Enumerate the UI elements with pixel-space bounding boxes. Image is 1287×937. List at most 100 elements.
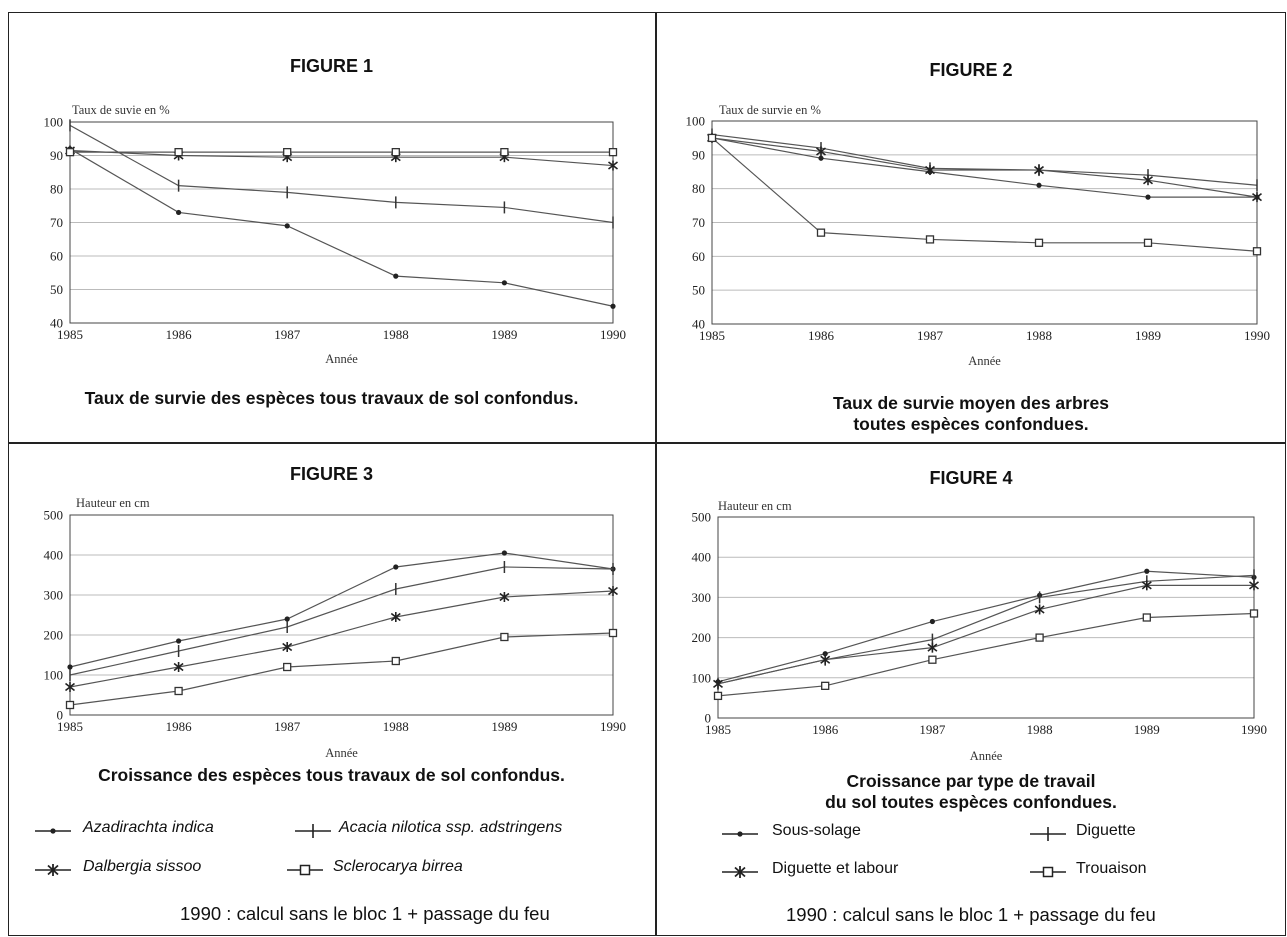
- y-tick-label: 100: [686, 114, 706, 129]
- series-line-plus: [69, 124, 614, 224]
- series-star: [65, 586, 618, 692]
- series-line-square: [69, 632, 614, 706]
- x-tick-label: 1990: [600, 327, 626, 342]
- data-point-star: [820, 654, 831, 665]
- figure-2-label: FIGURE 2: [929, 60, 1013, 80]
- y-tick-label: 40: [692, 317, 705, 332]
- series-star: [65, 145, 618, 171]
- series-line-square: [711, 137, 1258, 252]
- figure-4-caption-line-2: du sol toutes espèces confondues.: [825, 792, 1117, 812]
- x-tick-label: 1985: [57, 719, 83, 734]
- series-plus: [69, 561, 614, 681]
- figure-4-caption: Croissance par type de travail du sol to…: [656, 771, 1286, 813]
- data-point-square: [608, 628, 618, 638]
- data-point-star: [390, 612, 401, 622]
- legend-line-square-icon: [287, 864, 323, 876]
- x-tick-label: 1987: [917, 328, 944, 343]
- y-tick-label: 50: [692, 283, 705, 298]
- figure-frame: [8, 12, 1286, 936]
- series-square: [713, 609, 1259, 701]
- x-tick-label: 1986: [812, 722, 839, 737]
- figure-2-caption: Taux de survie moyen des arbres toutes e…: [656, 393, 1286, 435]
- data-point-dot: [393, 273, 399, 279]
- plot-area: [711, 120, 1258, 325]
- legend-label-diguette-et-labour: Diguette et labour: [772, 860, 899, 877]
- series-line-plus: [711, 133, 1258, 186]
- data-point-dot: [818, 155, 824, 161]
- data-point-star: [499, 592, 510, 602]
- figure-2-caption-line-2: toutes espèces confondues.: [853, 414, 1089, 434]
- series-line-dot: [69, 148, 614, 307]
- data-point-dot: [67, 664, 73, 670]
- vertical-divider: [655, 12, 657, 936]
- series-dot: [67, 550, 616, 670]
- chart-figure-3: 0 100 200 300 400 500 1985 1986 1987 1988 1989 1990…: [44, 496, 627, 760]
- x-axis-label: Année: [970, 749, 1003, 763]
- panel-figure-3: FIGURE 3 0 100 200 300 400 500 1985 1986 1987 198…: [8, 443, 655, 937]
- panel-figure-4: FIGURE 4 0 100 200 300 400 500 1985 1986 1987 198…: [656, 443, 1286, 937]
- x-tick-label: 1989: [1134, 722, 1160, 737]
- legend-line-dot-icon: [722, 831, 758, 837]
- data-point-star: [713, 678, 723, 689]
- data-point-square: [925, 235, 935, 244]
- x-tick-label: 1988: [383, 719, 409, 734]
- data-point-star: [816, 146, 826, 157]
- chart-figure-4: 0 100 200 300 400 500 1985 1986 1987 1988 1989 1990…: [692, 499, 1268, 763]
- data-point-dot: [501, 550, 507, 556]
- data-point-star: [927, 642, 938, 653]
- series-line-plus: [69, 566, 614, 676]
- data-point-star: [1034, 165, 1044, 176]
- y-tick-label: 300: [44, 588, 64, 603]
- series-star: [713, 580, 1259, 689]
- series-square: [65, 628, 618, 710]
- x-tick-label: 1985: [57, 327, 83, 342]
- data-point-square: [500, 147, 509, 157]
- y-tick-label: 100: [44, 668, 64, 683]
- legend-label-diguette: Diguette: [1076, 822, 1136, 839]
- series-line-dot: [711, 137, 1257, 198]
- y-tick-label: 300: [692, 590, 712, 605]
- figure-1-caption: Taux de survie des espèces tous travaux …: [84, 388, 579, 408]
- y-tick-label: 200: [692, 630, 712, 645]
- x-axis-label: Année: [325, 746, 358, 760]
- x-tick-label: 1987: [274, 719, 301, 734]
- x-tick-label: 1987: [919, 722, 946, 737]
- series-plus: [69, 119, 614, 229]
- legend-line-star-icon: [35, 864, 71, 876]
- y-axis-label: Hauteur en cm: [718, 499, 792, 513]
- series-plus: [717, 569, 1255, 690]
- data-point-star: [608, 586, 618, 596]
- y-tick-label: 40: [50, 316, 63, 331]
- data-point-square: [1252, 247, 1262, 256]
- plot-area: [69, 514, 614, 716]
- chart-figure-1: 40 50 60 70 80 90 100 1985 1986 1987 1988 1989 1990 T…: [44, 103, 627, 366]
- series-line-plus: [717, 574, 1255, 685]
- figure-4-caption-line-1: Croissance par type de travail: [846, 771, 1096, 791]
- x-tick-label: 1988: [383, 327, 409, 342]
- legend-label-sclerocarya: Sclerocarya birrea: [333, 858, 463, 875]
- data-point-star: [1252, 192, 1262, 203]
- x-tick-label: 1988: [1026, 328, 1052, 343]
- legend-line-dot-icon: [35, 828, 71, 834]
- data-point-square: [1035, 633, 1044, 642]
- x-tick-label: 1990: [1244, 328, 1270, 343]
- y-tick-label: 100: [44, 115, 64, 130]
- y-tick-label: 500: [44, 508, 64, 523]
- data-point-square: [65, 147, 75, 157]
- data-point-star: [925, 165, 935, 176]
- series-line-star: [69, 590, 614, 688]
- data-point-star: [608, 160, 618, 171]
- data-point-star: [1034, 604, 1045, 615]
- data-point-square: [928, 655, 937, 664]
- legend-line-plus-icon: [295, 824, 331, 838]
- series-line-star: [717, 584, 1254, 685]
- data-point-dot: [1144, 568, 1150, 574]
- x-tick-label: 1990: [600, 719, 626, 734]
- series-line-dot: [717, 570, 1255, 683]
- series-line-square: [717, 612, 1255, 697]
- data-point-dot: [176, 209, 182, 216]
- series-square: [707, 133, 1262, 256]
- data-point-star: [282, 642, 293, 652]
- y-tick-label: 400: [44, 548, 64, 563]
- data-point-square: [283, 662, 292, 672]
